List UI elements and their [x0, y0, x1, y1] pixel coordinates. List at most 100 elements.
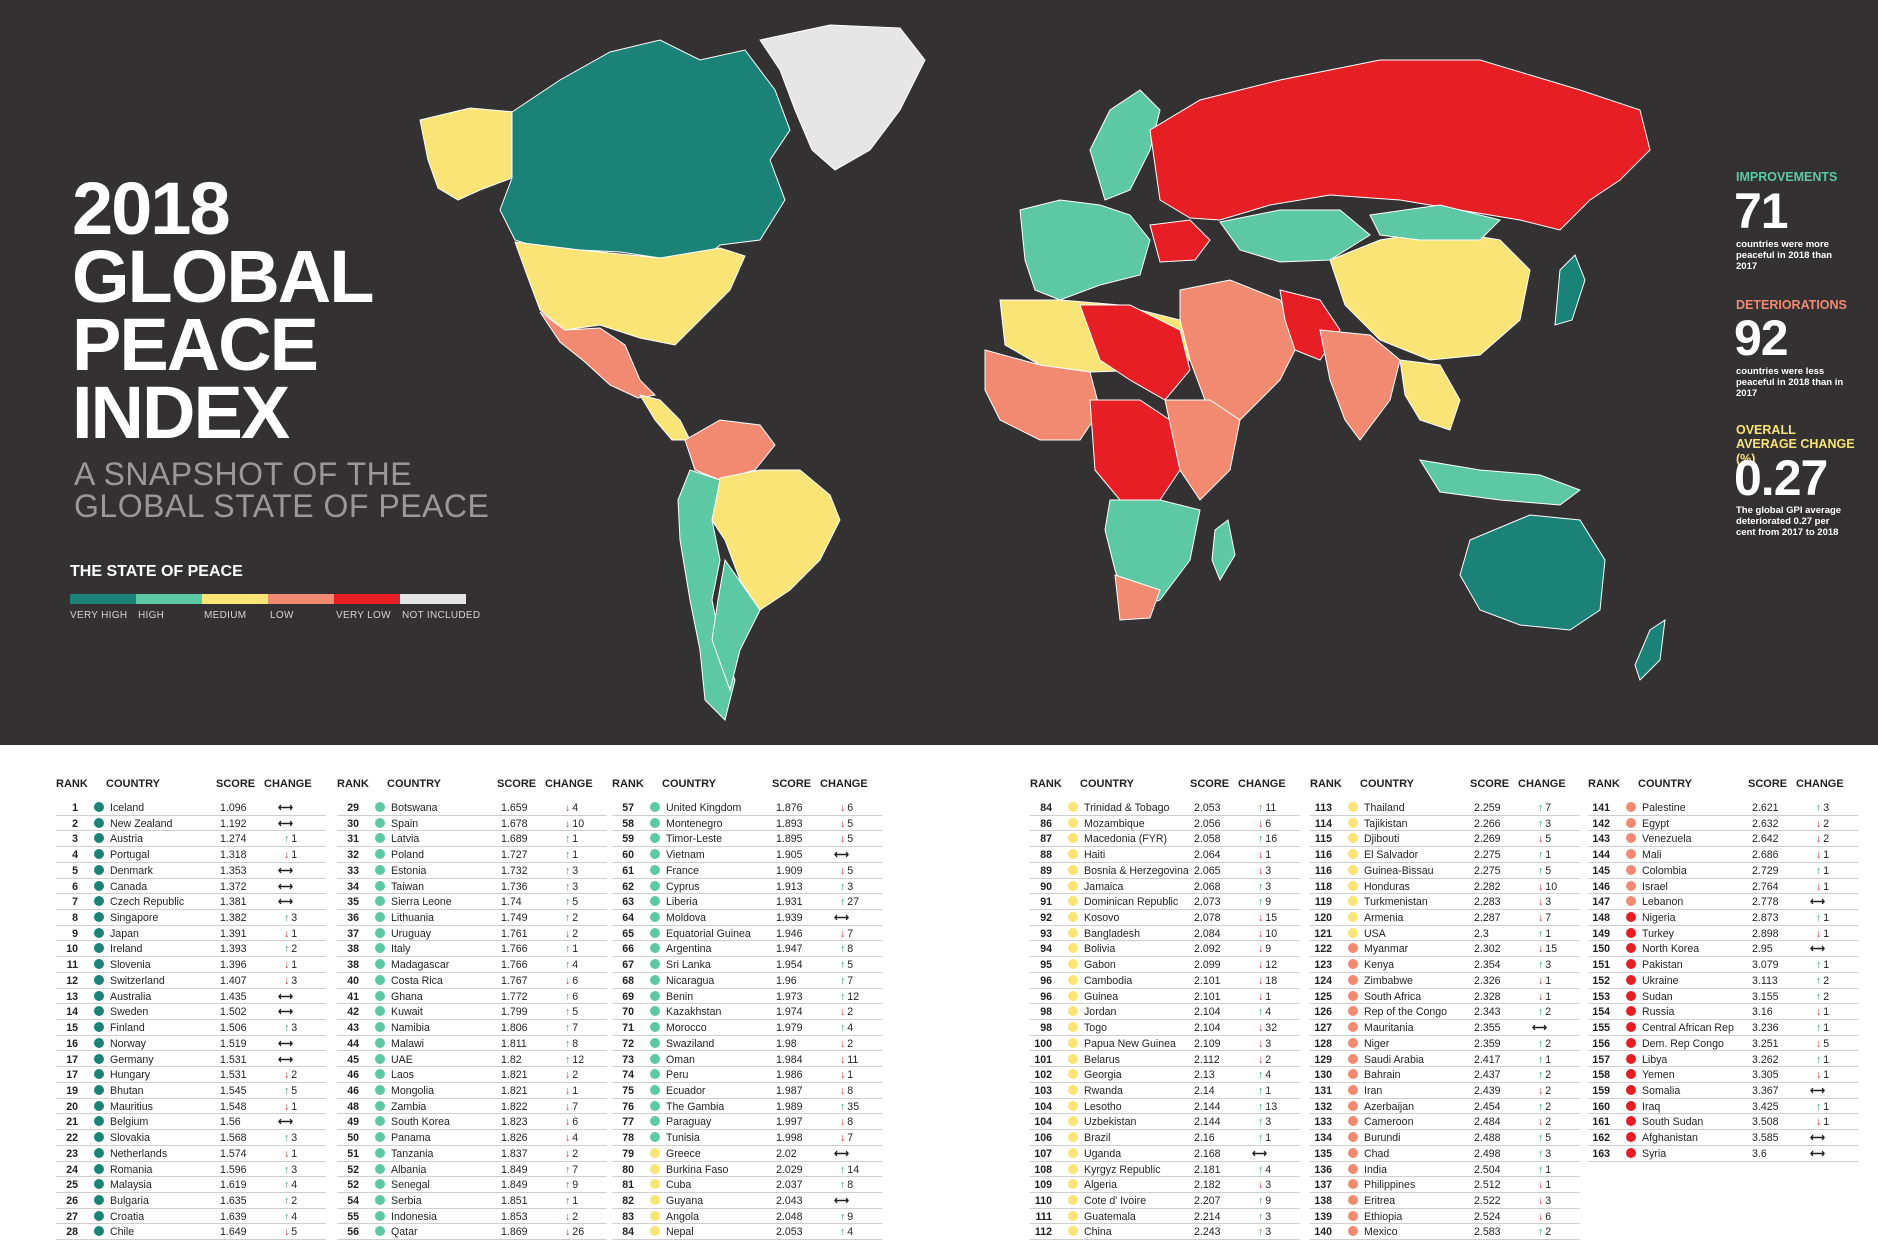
- peace-level-dot: [1068, 833, 1078, 844]
- score-cell: 1.766: [501, 943, 528, 956]
- table-row: 77 Paraguay 1.997 ↓ 8: [612, 1114, 882, 1131]
- country-cell: Poland: [391, 849, 424, 862]
- arrow-up-icon: ↑: [565, 1195, 571, 1207]
- rank-cell: 83: [622, 1210, 634, 1223]
- table-row: 22 Slovakia 1.568 ↑ 3: [56, 1130, 326, 1146]
- peace-level-dot: [1068, 1132, 1078, 1143]
- score-cell: 1.799: [501, 1006, 528, 1019]
- score-cell: 1.806: [501, 1022, 528, 1035]
- table-row: 98 Togo 2.104 ↓ 32: [1030, 1020, 1300, 1036]
- peace-level-dot: [1348, 880, 1358, 891]
- country-cell: Chile: [110, 1226, 135, 1239]
- column-header: CHANGE: [545, 778, 593, 790]
- change-cell: ↑ 12: [840, 990, 860, 1003]
- improvements-note: countries were more peaceful in 2018 tha…: [1736, 239, 1833, 273]
- table-row: 128 Niger 2.359 ↑ 2: [1310, 1036, 1580, 1052]
- peace-level-dot: [1348, 1037, 1358, 1048]
- arrow-down-icon: ↓: [1258, 959, 1264, 972]
- rank-cell: 129: [1314, 1053, 1332, 1066]
- rank-cell: 162: [1592, 1132, 1610, 1145]
- table-row: 66 Argentina 1.947 ↑ 8: [612, 941, 882, 958]
- rank-cell: 91: [1040, 896, 1052, 909]
- country-cell: Cote d' Ivoire: [1084, 1195, 1147, 1207]
- table-row: 126 Rep of the Congo 2.343 ↑ 2: [1310, 1004, 1580, 1021]
- peace-level-dot: [1068, 864, 1078, 875]
- rank-cell: 48: [347, 1100, 359, 1113]
- table-row: 104 Uzbekistan 2.144 ↑ 3: [1030, 1114, 1300, 1131]
- table-row: 56 Qatar 1.869 ↓ 26: [337, 1224, 607, 1241]
- rank-cell: 96: [1040, 990, 1052, 1003]
- table-row: 50 Panama 1.826 ↓ 4: [337, 1130, 607, 1146]
- arrow-up-icon: ↑: [840, 974, 846, 987]
- table-row: 52 Senegal 1.849 ↑ 9: [337, 1177, 607, 1193]
- score-cell: 3.16: [1752, 1006, 1773, 1019]
- table-row: 33 Estonia 1.732 ↑ 3: [337, 863, 607, 879]
- arrow-down-icon: ↓: [565, 1210, 571, 1223]
- table-row: 35 Sierra Leone 1.74 ↑ 5: [337, 894, 607, 910]
- column-header: COUNTRY: [106, 778, 160, 790]
- country-cell: Brazil: [1084, 1132, 1111, 1145]
- arrow-down-icon: ↓: [284, 959, 290, 972]
- change-cell: ↑ 1: [1816, 912, 1830, 925]
- rank-cell: 98: [1040, 1022, 1052, 1035]
- change-cell: ⟷: [834, 1147, 850, 1160]
- table-row: 17 Germany 1.531 ⟷: [56, 1052, 326, 1068]
- change-cell: ↑ 1: [1258, 1132, 1272, 1145]
- table-row: 65 Equatorial Guinea 1.946 ↓ 7: [612, 926, 882, 942]
- column-header: RANK: [337, 778, 369, 790]
- score-cell: 2.101: [1194, 974, 1221, 987]
- score-cell: 1.954: [776, 959, 803, 972]
- peace-level-dot: [94, 1195, 104, 1205]
- rank-cell: 131: [1314, 1084, 1332, 1097]
- peace-level-dot: [650, 927, 660, 938]
- rank-cell: 149: [1592, 927, 1610, 940]
- arrow-up-icon: ↑: [1258, 1163, 1264, 1176]
- arrow-down-icon: ↓: [565, 927, 571, 940]
- rank-cell: 110: [1034, 1195, 1052, 1207]
- score-cell: 2.621: [1752, 802, 1779, 814]
- score-cell: 2.512: [1474, 1179, 1501, 1192]
- column-header: CHANGE: [264, 778, 312, 790]
- country-cell: Taiwan: [391, 880, 424, 893]
- peace-level-dot: [1626, 896, 1636, 907]
- score-cell: 2.729: [1752, 864, 1779, 877]
- rank-cell: 24: [66, 1163, 78, 1176]
- peace-level-dot: [375, 1116, 385, 1127]
- arrow-down-icon: ↓: [284, 974, 290, 987]
- table-row: 23 Netherlands 1.574 ↓ 1: [56, 1146, 326, 1162]
- change-cell: ⟷: [834, 849, 850, 862]
- arrow-up-icon: ↑: [565, 849, 571, 862]
- country-cell: Australia: [110, 990, 152, 1003]
- table-row: 84 Nepal 2.053 ↑ 4: [612, 1224, 882, 1241]
- score-cell: 1.82: [501, 1053, 522, 1066]
- rank-cell: 114: [1314, 817, 1332, 830]
- change-cell: ↑ 3: [1258, 1210, 1272, 1223]
- table-row: 159 Somalia 3.367 ⟷: [1588, 1083, 1858, 1099]
- score-cell: 1.821: [501, 1069, 528, 1082]
- change-cell: ↑ 12: [565, 1053, 585, 1066]
- peace-level-dot: [94, 1084, 104, 1095]
- peace-level-dot: [650, 817, 660, 828]
- score-cell: 1.381: [220, 896, 247, 909]
- table-row: 143 Venezuela 2.642 ↓ 2: [1588, 831, 1858, 848]
- peace-level-dot: [375, 802, 385, 812]
- arrow-down-icon: ↓: [565, 1069, 571, 1082]
- change-cell: ↑ 4: [1258, 1006, 1272, 1019]
- change-cell: ↑ 3: [1538, 817, 1552, 830]
- country-cell: Moldova: [666, 912, 707, 925]
- country-cell: Zimbabwe: [1364, 974, 1413, 987]
- change-cell: ↓ 15: [1258, 912, 1278, 925]
- country-cell: Tajikistan: [1364, 817, 1408, 830]
- change-cell: ↑ 8: [840, 943, 854, 956]
- country-cell: Mozambique: [1084, 817, 1145, 830]
- arrow-up-icon: ↑: [1538, 864, 1544, 877]
- rank-cell: 108: [1034, 1163, 1052, 1176]
- country-cell: Burkina Faso: [666, 1163, 729, 1176]
- country-cell: South Korea: [391, 1116, 450, 1129]
- arrow-up-icon: ↑: [840, 896, 846, 909]
- peace-level-dot: [1626, 1147, 1636, 1158]
- table-row: 130 Bahrain 2.437 ↑ 2: [1310, 1067, 1580, 1083]
- average-change-note: The global GPI average deteriorated 0.27…: [1736, 505, 1842, 539]
- table-row: 138 Eritrea 2.522 ↓ 3: [1310, 1193, 1580, 1209]
- rank-cell: 8: [72, 912, 78, 925]
